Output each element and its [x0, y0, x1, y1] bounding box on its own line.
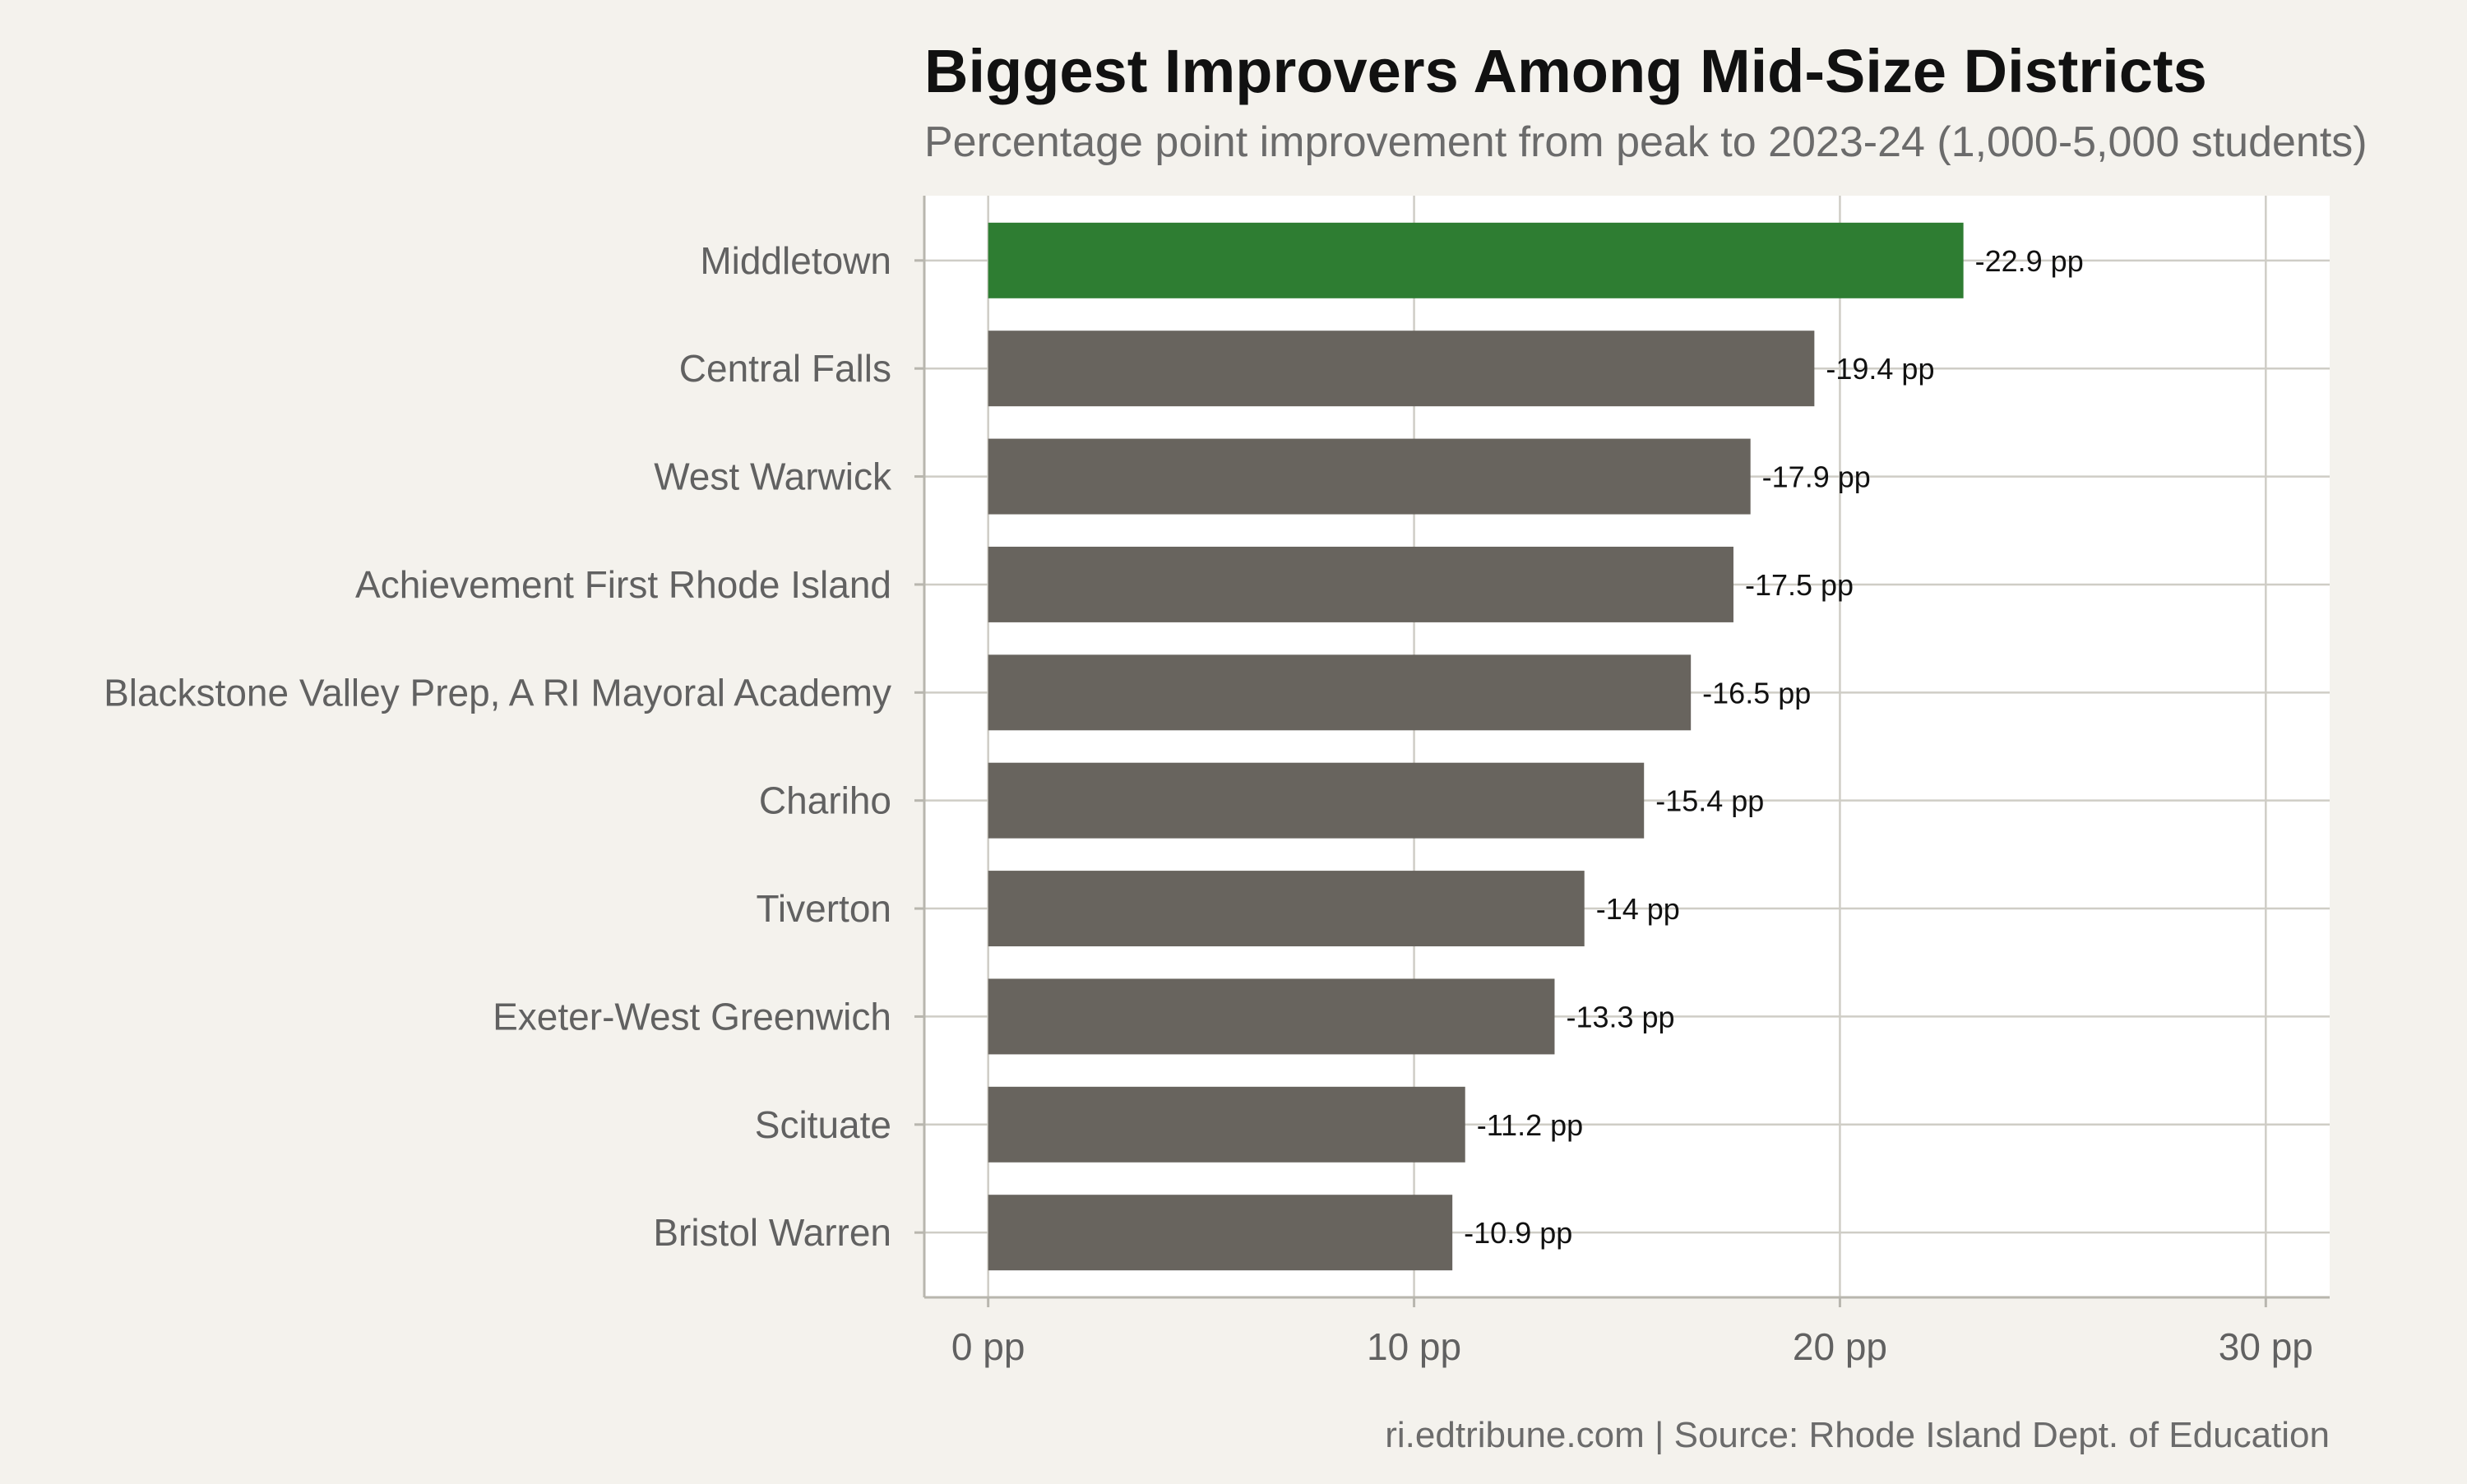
chart-subtitle: Percentage point improvement from peak t…: [924, 118, 2367, 166]
x-tick-label: 20 pp: [1793, 1325, 1887, 1368]
data-label: -22.9 pp: [1975, 244, 2084, 278]
data-label: -19.4 pp: [1826, 352, 1934, 386]
chart-title: Biggest Improvers Among Mid-Size Distric…: [924, 37, 2207, 105]
x-tick-label: 10 pp: [1367, 1325, 1461, 1368]
category-label: Scituate: [755, 1103, 891, 1146]
bar: [988, 654, 1692, 731]
data-label: -11.2 pp: [1477, 1108, 1583, 1142]
category-label: West Warwick: [654, 455, 892, 498]
chart-caption: ri.edtribune.com | Source: Rhode Island …: [1385, 1415, 2330, 1455]
bar: [988, 871, 1585, 947]
bar: [988, 762, 1645, 839]
category-label: Blackstone Valley Prep, A RI Mayoral Aca…: [104, 671, 891, 714]
category-label: Achievement First Rhode Island: [355, 563, 891, 606]
data-label: -17.9 pp: [1762, 460, 1871, 494]
data-label: -13.3 pp: [1566, 1000, 1674, 1033]
category-label: Bristol Warren: [653, 1211, 891, 1254]
bars: [988, 222, 1964, 1271]
category-labels: Middletown Central Falls West Warwick Achie…: [104, 239, 924, 1254]
category-label: Chariho: [759, 779, 891, 822]
data-label: -16.5 pp: [1702, 676, 1811, 710]
bar: [988, 1086, 1465, 1163]
data-label: -15.4 pp: [1655, 784, 1764, 818]
data-label: -10.9 pp: [1464, 1216, 1572, 1250]
bar: [988, 222, 1964, 298]
bar: [988, 331, 1815, 407]
category-label: Middletown: [700, 239, 891, 282]
x-axis-ticks: 0 pp 10 pp 20 pp 30 pp: [951, 1297, 2313, 1368]
category-label: Exeter-West Greenwich: [493, 995, 891, 1038]
bar: [988, 978, 1555, 1055]
data-labels: -22.9 pp -19.4 pp -17.9 pp -17.5 pp -16.5 pp…: [1464, 244, 2084, 1250]
x-tick-label: 30 pp: [2219, 1325, 2313, 1368]
data-label: -14 pp: [1596, 892, 1680, 926]
x-tick-label: 0 pp: [951, 1325, 1025, 1368]
bar: [988, 1195, 1453, 1271]
bar: [988, 546, 1733, 622]
data-label: -17.5 pp: [1745, 568, 1854, 602]
category-label: Tiverton: [757, 887, 891, 930]
category-label: Central Falls: [679, 347, 891, 390]
bar: [988, 438, 1751, 515]
